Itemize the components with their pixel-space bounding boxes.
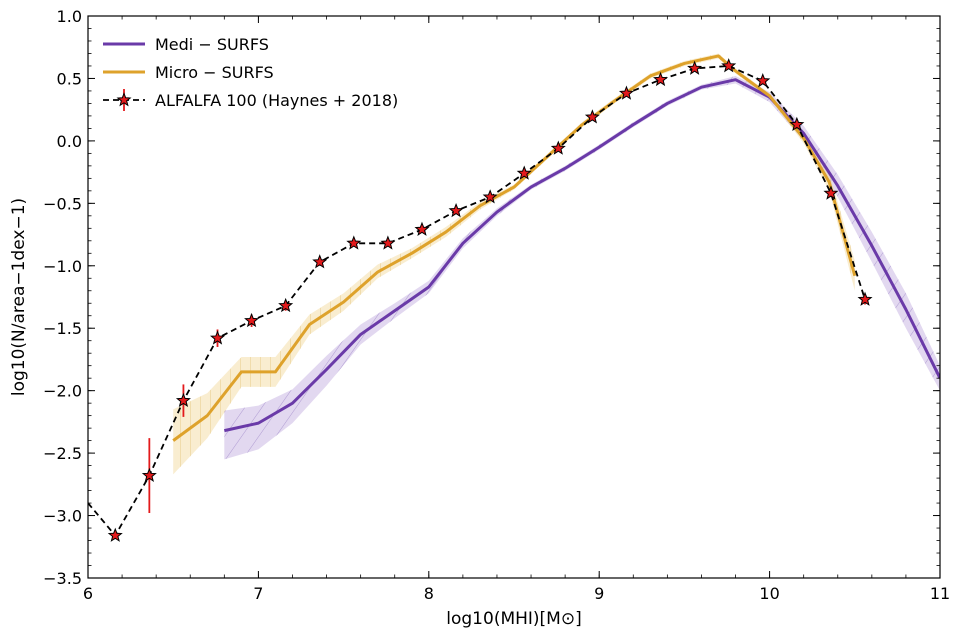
alfalfa-marker — [653, 71, 669, 87]
y-tick-label: −2.0 — [43, 382, 82, 401]
y-tick-label: −1.5 — [43, 319, 82, 338]
legend-label-micro: Micro − SURFS — [155, 63, 274, 82]
alfalfa-marker — [721, 58, 737, 73]
alfalfa-marker — [175, 392, 191, 408]
alfalfa-marker — [482, 189, 498, 204]
x-axis-label: log10(MHI)[M⊙] — [446, 609, 581, 629]
y-tick-label: 0.0 — [57, 132, 82, 151]
alfalfa-marker — [346, 235, 362, 250]
alfalfa-marker — [823, 185, 839, 200]
y-axis-label: log10(N/area−1dex−1) — [9, 198, 29, 396]
axis-ticks: 6 7 8 9 10 11 −3.5 −3.0 −2.5 −2.0 −1.5 −1.0 −0.5 0.0 0… — [43, 7, 950, 603]
alfalfa-marker — [278, 297, 294, 313]
alfalfa-marker — [584, 109, 600, 124]
plot-clipped-group — [88, 53, 940, 542]
legend-label-medi: Medi − SURFS — [155, 35, 269, 54]
alfalfa-marker — [448, 202, 464, 218]
series-line-medi — [223, 78, 940, 433]
x-tick-label: 7 — [253, 584, 263, 603]
legend-label-alfalfa: ALFALFA 100 (Haynes + 2018) — [155, 91, 398, 110]
alfalfa-marker — [380, 235, 396, 250]
x-tick-label: 10 — [759, 584, 779, 603]
x-tick-label: 6 — [83, 584, 93, 603]
y-tick-label: 0.5 — [57, 69, 82, 88]
alfalfa-marker — [141, 467, 157, 482]
plot-frame — [87, 15, 941, 579]
alfalfa-marker — [755, 73, 771, 88]
y-tick-label: −3.5 — [43, 569, 82, 588]
alfalfa-marker — [414, 221, 430, 236]
alfalfa-marker — [687, 60, 703, 75]
series-line-alfalfa — [88, 65, 866, 538]
alfalfa-marker — [107, 527, 123, 542]
series-line-micro — [172, 54, 857, 442]
x-tick-label: 9 — [594, 584, 604, 603]
y-tick-label: 1.0 — [57, 7, 82, 26]
alfalfa-marker — [857, 291, 873, 306]
y-tick-label: −1.0 — [43, 257, 82, 276]
alfalfa-marker — [789, 116, 805, 132]
alfalfa-marker — [312, 254, 328, 269]
alfalfa-marker — [618, 85, 634, 100]
y-tick-label: −2.5 — [43, 444, 82, 463]
alfalfa-marker — [244, 312, 260, 328]
x-tick-label: 11 — [930, 584, 950, 603]
x-tick-label: 8 — [424, 584, 434, 603]
alfalfa-marker — [210, 330, 226, 345]
legend-marker-alfalfa — [116, 92, 132, 107]
plot-area — [88, 53, 940, 542]
legend: Medi − SURFS Micro − SURFS ALFALFA 100 (… — [103, 35, 398, 111]
y-tick-label: −0.5 — [43, 194, 82, 213]
alfalfa-marker — [516, 165, 532, 180]
alfalfa-marker — [550, 140, 566, 155]
y-tick-label: −3.0 — [43, 507, 82, 526]
